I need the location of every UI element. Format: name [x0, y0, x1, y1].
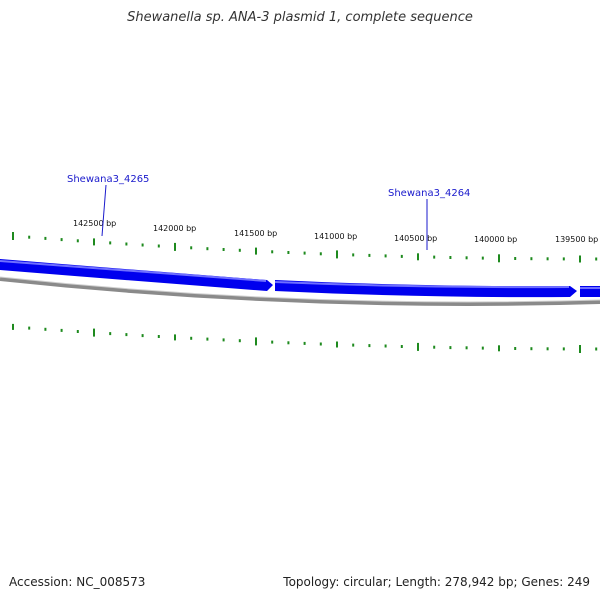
upper-gc-tick-26 [433, 255, 436, 259]
gene-label-shewana3-4265[interactable]: Shewana3_4265 [67, 174, 149, 185]
lower-gc-tick-11 [190, 336, 193, 340]
upper-gc-tick-21 [352, 253, 355, 257]
upper-gc-tick-4 [76, 239, 79, 243]
lower-gc-tick-29 [481, 346, 484, 350]
lower-gc-tick-31 [514, 347, 517, 350]
map-title: Shewanella sp. ANA-3 plasmid 1, complete… [127, 10, 473, 25]
upper-gc-tick-6 [109, 241, 112, 245]
lower-gc-tick-36 [595, 347, 598, 351]
scale-label-142000: 142000 bp [153, 224, 196, 233]
lower-gc-tick-9 [157, 335, 160, 338]
upper-gc-tick-16 [271, 250, 274, 254]
upper-gc-tick-35 [579, 255, 581, 263]
gene-arrow-shewana3-4264[interactable] [274, 280, 577, 298]
upper-gc-tick-30 [498, 254, 500, 263]
lower-gc-tick-32 [530, 347, 533, 351]
upper-gc-tick-24 [400, 254, 403, 258]
upper-gc-tick-15 [255, 247, 257, 255]
gene-arrow-next[interactable] [580, 286, 600, 297]
upper-gc-tick-28 [465, 256, 468, 260]
upper-gc-tick-10 [174, 242, 176, 251]
lower-gc-tick-24 [400, 345, 403, 348]
gene-label-shewana3-4264[interactable]: Shewana3_4264 [388, 188, 470, 199]
lower-gc-tick-20 [336, 341, 338, 348]
lower-gc-tick-15 [255, 337, 257, 346]
gene-leader-shewana3-4265 [101, 184, 107, 237]
lower-gc-tick-2 [44, 327, 47, 331]
upper-gc-tick-27 [449, 256, 452, 259]
lower-gc-tick-27 [449, 346, 452, 350]
upper-gc-tick-0 [12, 232, 14, 240]
upper-gc-tick-34 [562, 257, 565, 261]
lower-gc-tick-18 [303, 341, 306, 345]
upper-gc-tick-2 [44, 236, 47, 240]
upper-gc-tick-8 [141, 243, 144, 247]
lower-gc-tick-26 [433, 345, 436, 349]
lower-gc-tick-10 [174, 334, 176, 341]
upper-gc-tick-22 [368, 253, 371, 257]
upper-gc-tick-9 [157, 244, 160, 248]
lower-gc-tick-30 [498, 345, 500, 352]
upper-gc-tick-1 [28, 235, 31, 239]
lower-gc-tick-14 [238, 339, 241, 343]
upper-gc-tick-5 [93, 238, 95, 246]
upper-gc-tick-18 [303, 251, 306, 255]
backbone-highlight [0, 276, 600, 303]
upper-gc-tick-17 [287, 251, 290, 254]
lower-gc-tick-3 [60, 328, 63, 332]
lower-gc-tick-13 [222, 338, 225, 342]
lower-gc-tick-34 [562, 347, 565, 351]
lower-gc-tick-25 [417, 342, 419, 351]
lower-gc-tick-0 [12, 323, 14, 330]
lower-gc-tick-1 [28, 326, 31, 330]
scale-label-142500: 142500 bp [73, 219, 116, 228]
lower-gc-tick-5 [93, 328, 95, 337]
lower-gc-ticks [12, 323, 598, 353]
upper-gc-tick-7 [125, 242, 128, 246]
lower-gc-tick-33 [546, 347, 549, 351]
lower-gc-tick-22 [368, 344, 371, 348]
upper-gc-tick-33 [546, 257, 549, 261]
upper-gc-ticks [12, 232, 598, 263]
upper-gc-tick-36 [595, 257, 598, 261]
upper-gc-tick-3 [60, 238, 63, 242]
scale-label-139500: 139500 bp [555, 235, 598, 244]
scale-label-141000: 141000 bp [314, 232, 357, 241]
upper-gc-tick-25 [417, 253, 419, 261]
lower-gc-tick-12 [206, 337, 209, 341]
lower-gc-tick-23 [384, 344, 387, 348]
accession-label: Accession: NC_008573 [9, 575, 146, 589]
scale-label-140000: 140000 bp [474, 235, 517, 244]
lower-gc-tick-17 [287, 341, 290, 345]
gene-arrow-shewana3-4265[interactable] [0, 259, 273, 291]
upper-gc-tick-11 [190, 246, 193, 250]
upper-gc-tick-32 [530, 257, 533, 261]
scale-label-141500: 141500 bp [234, 229, 277, 238]
lower-gc-tick-28 [465, 346, 468, 350]
lower-gc-tick-16 [271, 340, 274, 344]
lower-gc-tick-19 [319, 342, 322, 346]
upper-gc-tick-19 [319, 252, 322, 256]
lower-gc-tick-4 [76, 330, 79, 333]
lower-gc-tick-21 [352, 343, 355, 347]
upper-gc-tick-12 [206, 247, 209, 251]
topology-label: Topology: circular; Length: 278,942 bp; … [283, 575, 590, 589]
lower-gc-tick-35 [579, 345, 581, 353]
lower-gc-tick-6 [109, 332, 112, 336]
upper-gc-tick-31 [514, 257, 517, 260]
upper-gc-tick-14 [238, 248, 241, 252]
lower-gc-tick-7 [125, 333, 128, 337]
upper-gc-tick-20 [336, 250, 338, 259]
scale-label-140500: 140500 bp [394, 234, 437, 243]
upper-gc-tick-29 [481, 256, 484, 260]
upper-gc-tick-13 [222, 248, 225, 251]
lower-gc-tick-8 [141, 334, 144, 338]
upper-gc-tick-23 [384, 254, 387, 258]
backbone-arc [0, 277, 600, 306]
